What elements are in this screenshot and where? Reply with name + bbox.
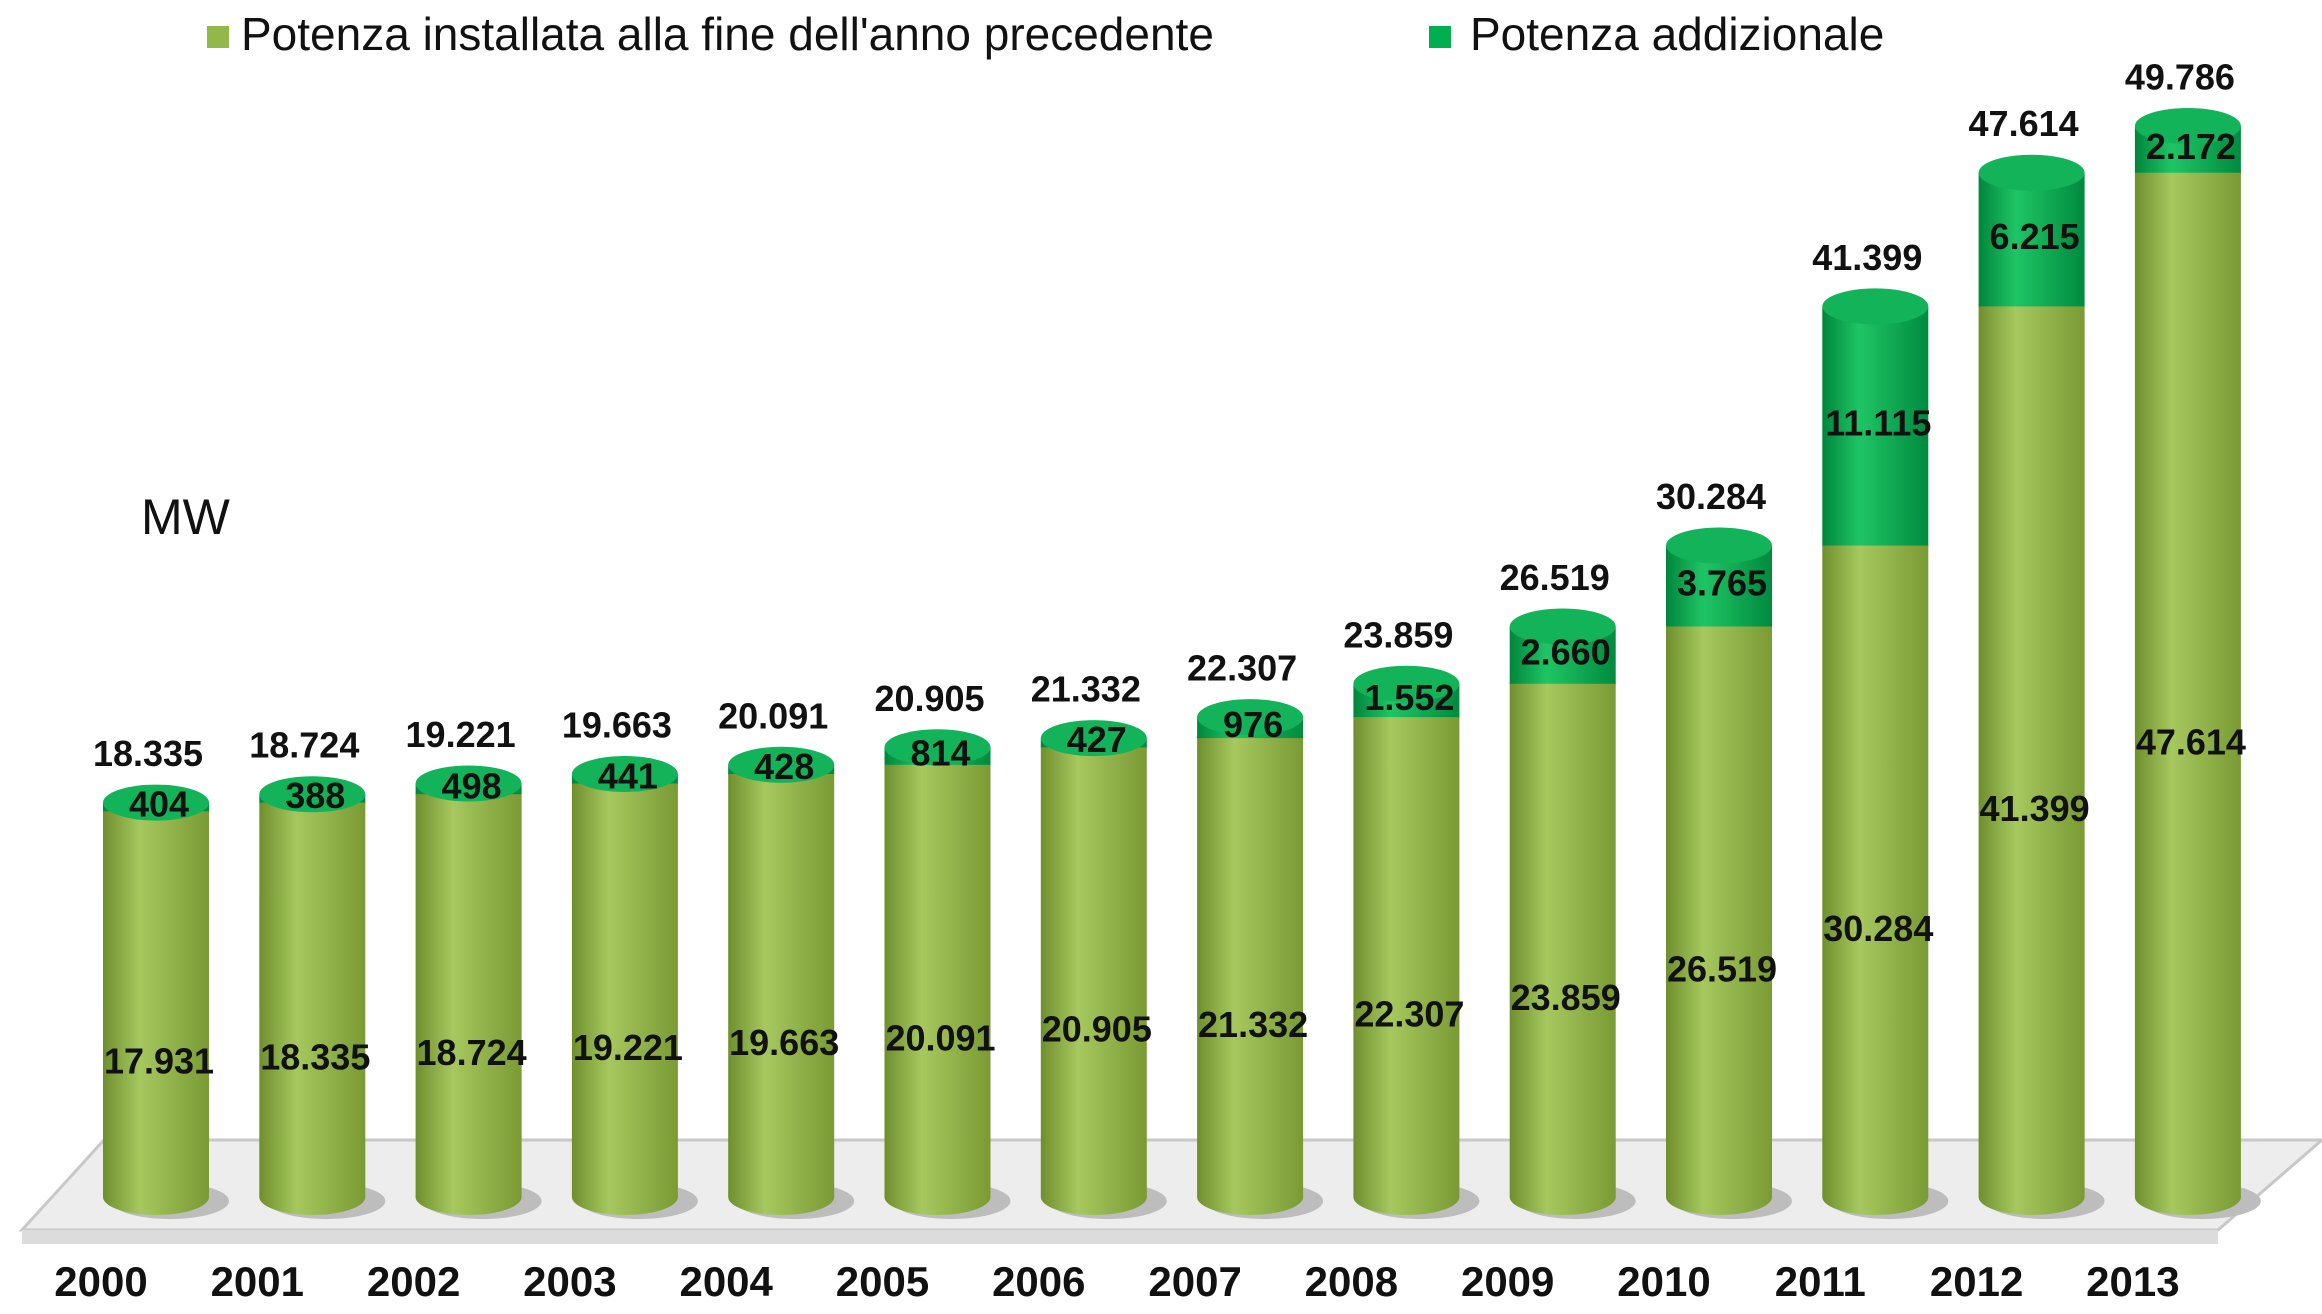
value-label: 18.724 bbox=[417, 1032, 527, 1073]
total-label: 22.307 bbox=[1187, 648, 1297, 689]
bar-cap bbox=[1666, 527, 1772, 564]
x-tick-label: 2003 bbox=[523, 1258, 616, 1305]
bar bbox=[415, 794, 522, 1197]
x-tick-label: 2012 bbox=[1930, 1258, 2023, 1305]
bar-cap bbox=[2134, 108, 2241, 144]
value-label: 41.399 bbox=[1980, 788, 2090, 829]
value-label: 23.859 bbox=[1511, 977, 1621, 1018]
bar-cap bbox=[259, 776, 366, 813]
value-label: 976 bbox=[1223, 704, 1283, 745]
total-label: 30.284 bbox=[1656, 476, 1766, 517]
x-tick-label: 2000 bbox=[54, 1258, 147, 1305]
value-label: 20.905 bbox=[1042, 1009, 1152, 1050]
floor-edge bbox=[22, 1230, 2218, 1244]
value-label: 11.115 bbox=[1825, 402, 1931, 443]
bar bbox=[2134, 172, 2241, 1197]
bar bbox=[571, 783, 678, 1197]
x-tick-label: 2010 bbox=[1617, 1258, 1710, 1305]
x-tick-label: 2004 bbox=[679, 1258, 773, 1305]
bar bbox=[1040, 747, 1147, 1197]
x-tick-label: 2008 bbox=[1305, 1258, 1398, 1305]
x-tick-label: 2007 bbox=[1148, 1258, 1241, 1305]
value-label: 3.765 bbox=[1677, 563, 1767, 604]
total-label: 20.091 bbox=[718, 695, 828, 736]
total-label: 47.614 bbox=[1969, 103, 2079, 144]
total-label: 41.399 bbox=[1812, 237, 1922, 278]
bar-cap bbox=[1197, 699, 1304, 736]
bar bbox=[1978, 306, 2085, 1197]
x-tick-label: 2002 bbox=[367, 1258, 460, 1305]
x-tick-label: 2005 bbox=[836, 1258, 929, 1305]
bar-cap bbox=[1978, 154, 2085, 191]
bar-cap bbox=[1353, 665, 1460, 702]
total-label: 26.519 bbox=[1500, 557, 1610, 598]
total-label: 21.332 bbox=[1031, 669, 1141, 710]
value-label: 498 bbox=[442, 765, 502, 806]
value-label: 20.091 bbox=[885, 1017, 995, 1058]
floor bbox=[18, 1138, 2322, 1232]
bar-cap bbox=[884, 729, 991, 766]
value-label: 6.215 bbox=[1990, 216, 2080, 257]
x-tick-label: 2011 bbox=[1775, 1258, 1866, 1305]
value-label: 21.332 bbox=[1198, 1004, 1308, 1045]
legend-swatch bbox=[207, 26, 229, 48]
value-label: 47.614 bbox=[2136, 721, 2246, 762]
legend-swatch bbox=[1429, 26, 1451, 48]
legend-label: Potenza addizionale bbox=[1470, 8, 1884, 60]
bar-cap bbox=[1040, 720, 1147, 757]
value-label: 19.221 bbox=[573, 1027, 683, 1068]
bar-cap bbox=[571, 756, 678, 793]
bar bbox=[1822, 306, 1929, 546]
value-label: 388 bbox=[285, 775, 345, 816]
total-label: 20.905 bbox=[874, 678, 984, 719]
total-label: 19.221 bbox=[406, 714, 516, 755]
value-label: 22.307 bbox=[1354, 994, 1464, 1035]
bar bbox=[1197, 738, 1304, 1197]
value-label: 26.519 bbox=[1667, 948, 1777, 989]
value-label: 441 bbox=[598, 755, 658, 796]
bar bbox=[884, 764, 991, 1197]
bar bbox=[1666, 626, 1772, 1197]
value-label: 17.931 bbox=[104, 1041, 214, 1082]
total-label: 18.335 bbox=[93, 733, 203, 774]
value-label: 2.172 bbox=[2146, 126, 2236, 167]
x-tick-label: 2009 bbox=[1461, 1258, 1554, 1305]
value-label: 814 bbox=[910, 733, 970, 774]
value-label: 427 bbox=[1067, 719, 1127, 760]
total-label: 49.786 bbox=[2125, 57, 2235, 98]
value-label: 19.663 bbox=[729, 1022, 839, 1063]
value-label: 428 bbox=[754, 746, 814, 787]
bar bbox=[728, 774, 835, 1197]
bar bbox=[1509, 683, 1616, 1197]
bar bbox=[1978, 172, 2085, 307]
bar-cap bbox=[1822, 288, 1929, 325]
legend-label: Potenza installata alla fine dell'anno p… bbox=[241, 8, 1214, 60]
value-label: 404 bbox=[129, 783, 189, 824]
bar bbox=[1822, 545, 1929, 1197]
x-tick-label: 2006 bbox=[992, 1258, 1085, 1305]
value-label: 1.552 bbox=[1364, 677, 1454, 718]
bar bbox=[1353, 717, 1460, 1197]
total-label: 23.859 bbox=[1343, 614, 1453, 655]
bar bbox=[103, 811, 209, 1197]
bar bbox=[259, 802, 366, 1197]
bar-cap bbox=[103, 784, 209, 821]
total-label: 19.663 bbox=[562, 705, 672, 746]
x-tick-label: 2001 bbox=[211, 1258, 304, 1305]
value-label: 2.660 bbox=[1521, 632, 1611, 673]
bar-cap bbox=[415, 765, 522, 802]
unit-label: MW bbox=[141, 489, 231, 545]
value-label: 18.335 bbox=[260, 1036, 370, 1077]
bar-cap bbox=[728, 746, 835, 783]
total-label: 18.724 bbox=[249, 725, 359, 766]
x-tick-label: 2013 bbox=[2086, 1258, 2179, 1305]
value-label: 30.284 bbox=[1823, 908, 1933, 949]
bar-cap bbox=[1509, 608, 1616, 645]
